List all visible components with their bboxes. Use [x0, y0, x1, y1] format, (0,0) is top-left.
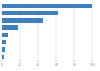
Bar	[2, 25, 18, 30]
Bar	[2, 33, 8, 37]
Bar	[2, 4, 92, 8]
Bar	[2, 18, 43, 23]
Bar	[2, 40, 6, 44]
Bar	[2, 47, 5, 52]
Bar	[2, 11, 58, 15]
Bar	[2, 55, 4, 59]
